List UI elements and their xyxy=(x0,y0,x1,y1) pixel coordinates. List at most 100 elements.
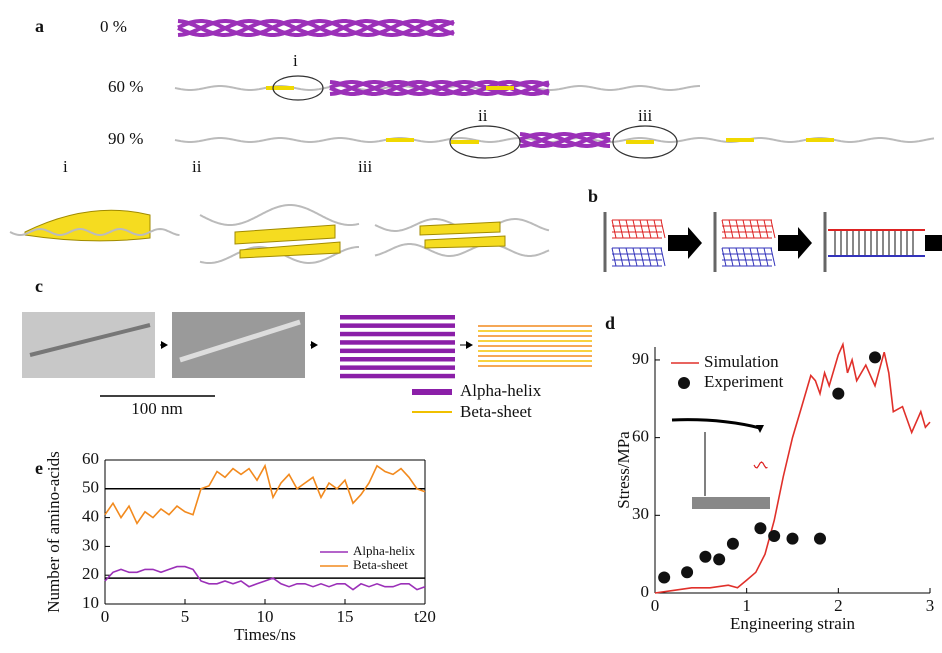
x-tick-label: 10 xyxy=(257,607,274,626)
grid-sketch xyxy=(626,248,630,266)
legend-label: Simulation xyxy=(704,352,779,371)
x-axis-label: Engineering strain xyxy=(730,614,856,633)
panel-label: d xyxy=(605,313,615,333)
y-tick-label: 30 xyxy=(82,535,99,554)
x-tick-label: 2 xyxy=(834,596,843,615)
legend-label: Experiment xyxy=(704,372,784,391)
legend-label: Alpha-helix xyxy=(460,381,542,400)
data-point xyxy=(768,530,780,542)
y-tick-label: 10 xyxy=(82,593,99,612)
beta-segment xyxy=(726,138,754,142)
x-axis-label: Times/ns xyxy=(234,625,296,644)
x-tick-label: 0 xyxy=(651,596,660,615)
grid-sketch xyxy=(757,220,761,238)
legend-marker xyxy=(678,377,690,389)
helix-bar xyxy=(340,323,455,328)
grid-sketch xyxy=(619,220,623,238)
helix-bar xyxy=(340,349,455,354)
legend-label: Alpha-helix xyxy=(353,543,416,558)
arrow xyxy=(466,341,473,349)
arrow xyxy=(161,341,168,349)
y-tick-label: 90 xyxy=(632,349,649,368)
grid-sketch xyxy=(612,248,616,266)
marker-label: ii xyxy=(478,106,488,125)
grid-sketch xyxy=(743,220,747,238)
grid-sketch xyxy=(633,220,637,238)
data-point xyxy=(699,551,711,563)
arrow xyxy=(311,341,318,349)
data-point xyxy=(814,533,826,545)
legend-label: Beta-sheet xyxy=(460,402,532,421)
zoom-label: i xyxy=(63,157,68,176)
x-tick-label: 0 xyxy=(101,607,110,626)
y-tick-label: 60 xyxy=(632,427,649,446)
cantilever xyxy=(672,420,760,428)
y-tick-label: 50 xyxy=(82,478,99,497)
grid-sketch xyxy=(736,248,740,266)
grid-sketch xyxy=(633,248,637,266)
y-axis-label: Stress/MPa xyxy=(614,431,633,509)
data-line xyxy=(105,466,425,524)
panel-label: a xyxy=(35,16,44,36)
beta-segment xyxy=(626,140,654,144)
y-tick-label: 60 xyxy=(82,449,99,468)
pull-arrow xyxy=(668,227,702,259)
grid-sketch xyxy=(722,220,726,238)
data-point xyxy=(832,388,844,400)
panel-label: b xyxy=(588,186,598,206)
helix-bar xyxy=(340,357,455,362)
legend-swatch xyxy=(412,389,452,395)
x-tick-label: t20 xyxy=(414,607,436,626)
grid-sketch xyxy=(736,220,740,238)
data-point xyxy=(869,351,881,363)
em-image xyxy=(22,312,155,378)
figure: a 0 % 60 % 90 % i ii iii i ii iii b c 10… xyxy=(0,0,942,648)
grid-sketch xyxy=(764,220,768,238)
beta-segment xyxy=(386,138,414,142)
panel-label: c xyxy=(35,276,43,296)
grid-sketch xyxy=(764,248,768,266)
beta-segment xyxy=(451,140,479,144)
grid-sketch xyxy=(771,220,775,238)
beta-ribbon xyxy=(420,222,505,248)
beta-segment xyxy=(806,138,834,142)
beta-segment xyxy=(486,86,514,90)
beta-segment xyxy=(266,86,294,90)
tip xyxy=(756,425,764,433)
grid-sketch xyxy=(661,220,665,238)
data-point xyxy=(658,571,670,583)
strain-label: 0 % xyxy=(100,17,127,36)
grid-sketch xyxy=(771,248,775,266)
y-axis-label: Number of amino-acids xyxy=(44,451,63,612)
x-tick-label: 3 xyxy=(926,596,935,615)
grid-sketch xyxy=(647,220,651,238)
grid-sketch xyxy=(729,220,733,238)
panel-label: e xyxy=(35,458,43,478)
grid-sketch xyxy=(612,220,616,238)
grid-sketch xyxy=(647,248,651,266)
pull-arrow xyxy=(925,227,942,259)
helix-bar xyxy=(340,374,455,379)
helix-strand xyxy=(754,462,768,468)
pull-arrow xyxy=(778,227,812,259)
helix-bar xyxy=(340,315,455,320)
data-point xyxy=(787,533,799,545)
illustrations xyxy=(10,21,942,509)
data-point xyxy=(713,553,725,565)
grid-sketch xyxy=(619,248,623,266)
helix-bar xyxy=(340,340,455,345)
y-tick-label: 20 xyxy=(82,564,99,583)
grid-sketch xyxy=(750,220,754,238)
grid-sketch xyxy=(722,248,726,266)
data-line xyxy=(655,344,930,593)
y-tick-label: 40 xyxy=(82,507,99,526)
strain-label: 60 % xyxy=(108,77,143,96)
helix-bar xyxy=(340,332,455,337)
data-point xyxy=(681,566,693,578)
y-tick-label: 30 xyxy=(632,504,649,523)
data-point xyxy=(754,522,766,534)
zoom-label: iii xyxy=(358,157,372,176)
strain-label: 90 % xyxy=(108,129,143,148)
substrate xyxy=(692,497,770,509)
